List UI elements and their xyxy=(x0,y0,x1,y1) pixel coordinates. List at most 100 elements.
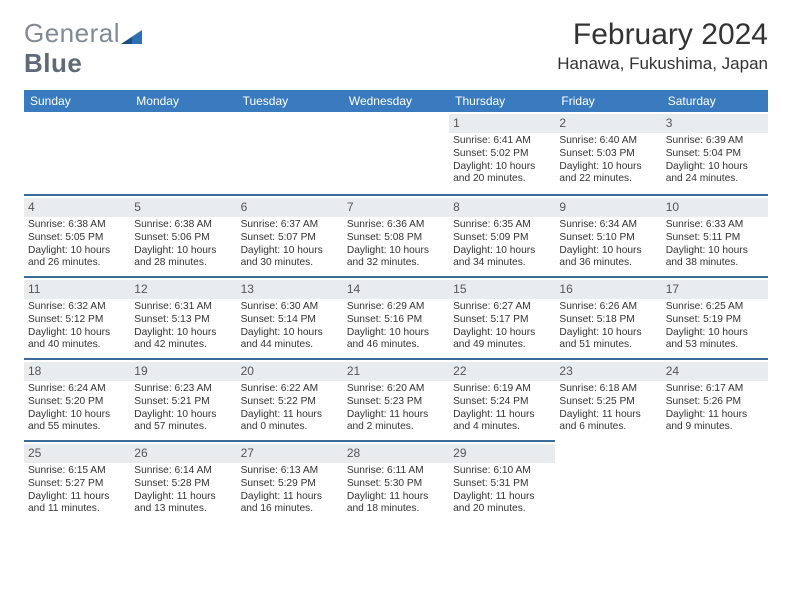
sunrise-text: Sunrise: 6:32 AM xyxy=(28,301,126,314)
day-number: 14 xyxy=(343,280,449,299)
sunrise-text: Sunrise: 6:34 AM xyxy=(559,219,657,232)
daylight-text: Daylight: 10 hours and 38 minutes. xyxy=(666,245,764,271)
sunrise-text: Sunrise: 6:24 AM xyxy=(28,383,126,396)
sunset-text: Sunset: 5:14 PM xyxy=(241,314,339,327)
daylight-text: Daylight: 11 hours and 6 minutes. xyxy=(559,409,657,435)
day-header: Tuesday xyxy=(237,90,343,112)
daylight-text: Daylight: 10 hours and 28 minutes. xyxy=(134,245,232,271)
day-number: 25 xyxy=(24,444,130,463)
day-number: 6 xyxy=(237,198,343,217)
sunrise-text: Sunrise: 6:29 AM xyxy=(347,301,445,314)
sunrise-text: Sunrise: 6:15 AM xyxy=(28,465,126,478)
calendar-cell: 18Sunrise: 6:24 AMSunset: 5:20 PMDayligh… xyxy=(24,358,130,440)
calendar-cell: 9Sunrise: 6:34 AMSunset: 5:10 PMDaylight… xyxy=(555,194,661,276)
daylight-text: Daylight: 10 hours and 46 minutes. xyxy=(347,327,445,353)
sunrise-text: Sunrise: 6:26 AM xyxy=(559,301,657,314)
daylight-text: Daylight: 10 hours and 55 minutes. xyxy=(28,409,126,435)
sunset-text: Sunset: 5:10 PM xyxy=(559,232,657,245)
calendar-cell-empty xyxy=(24,112,130,194)
daylight-text: Daylight: 10 hours and 34 minutes. xyxy=(453,245,551,271)
sunrise-text: Sunrise: 6:30 AM xyxy=(241,301,339,314)
calendar-cell: 10Sunrise: 6:33 AMSunset: 5:11 PMDayligh… xyxy=(662,194,768,276)
day-header: Saturday xyxy=(662,90,768,112)
daylight-text: Daylight: 10 hours and 51 minutes. xyxy=(559,327,657,353)
sunset-text: Sunset: 5:30 PM xyxy=(347,478,445,491)
sunrise-text: Sunrise: 6:37 AM xyxy=(241,219,339,232)
sunrise-text: Sunrise: 6:20 AM xyxy=(347,383,445,396)
calendar-cell: 29Sunrise: 6:10 AMSunset: 5:31 PMDayligh… xyxy=(449,440,555,522)
sunset-text: Sunset: 5:22 PM xyxy=(241,396,339,409)
daylight-text: Daylight: 10 hours and 57 minutes. xyxy=(134,409,232,435)
sunrise-text: Sunrise: 6:10 AM xyxy=(453,465,551,478)
logo-text-light: General xyxy=(24,18,120,49)
daylight-text: Daylight: 10 hours and 30 minutes. xyxy=(241,245,339,271)
sunset-text: Sunset: 5:19 PM xyxy=(666,314,764,327)
calendar-cell: 16 Sunrise: 6:26 AMSunset: 5:18 PMDayligh… xyxy=(555,276,661,358)
day-number: 10 xyxy=(662,198,768,217)
calendar-cell-empty xyxy=(343,112,449,194)
daylight-text: Daylight: 11 hours and 4 minutes. xyxy=(453,409,551,435)
calendar-cell-empty xyxy=(555,440,661,522)
day-header: Thursday xyxy=(449,90,555,112)
daylight-text: Daylight: 11 hours and 2 minutes. xyxy=(347,409,445,435)
day-number: 19 xyxy=(130,362,236,381)
sunset-text: Sunset: 5:29 PM xyxy=(241,478,339,491)
day-header: Friday xyxy=(555,90,661,112)
sunrise-text: Sunrise: 6:13 AM xyxy=(241,465,339,478)
sunset-text: Sunset: 5:18 PM xyxy=(559,314,657,327)
day-number: 3 xyxy=(662,114,768,133)
sunset-text: Sunset: 5:13 PM xyxy=(134,314,232,327)
calendar-cell: 7Sunrise: 6:36 AMSunset: 5:08 PMDaylight… xyxy=(343,194,449,276)
day-number: 7 xyxy=(343,198,449,217)
daylight-text: Daylight: 11 hours and 18 minutes. xyxy=(347,491,445,517)
calendar-cell: 20Sunrise: 6:22 AMSunset: 5:22 PMDayligh… xyxy=(237,358,343,440)
daylight-text: Daylight: 11 hours and 11 minutes. xyxy=(28,491,126,517)
daylight-text: Daylight: 10 hours and 24 minutes. xyxy=(666,161,764,187)
sunset-text: Sunset: 5:24 PM xyxy=(453,396,551,409)
calendar-cell: 17 Sunrise: 6:25 AMSunset: 5:19 PMDayligh… xyxy=(662,276,768,358)
day-number: 9 xyxy=(555,198,661,217)
daylight-text: Daylight: 11 hours and 13 minutes. xyxy=(134,491,232,517)
sunset-text: Sunset: 5:12 PM xyxy=(28,314,126,327)
daylight-text: Daylight: 10 hours and 53 minutes. xyxy=(666,327,764,353)
calendar-grid: SundayMondayTuesdayWednesdayThursdayFrid… xyxy=(24,90,768,522)
day-number: 18 xyxy=(24,362,130,381)
sunset-text: Sunset: 5:07 PM xyxy=(241,232,339,245)
title-block: February 2024 Hanawa, Fukushima, Japan xyxy=(557,18,768,76)
sunset-text: Sunset: 5:17 PM xyxy=(453,314,551,327)
logo-text-bold: Blue xyxy=(24,48,82,79)
sunrise-text: Sunrise: 6:25 AM xyxy=(666,301,764,314)
logo: General xyxy=(24,18,143,49)
calendar-cell: 4Sunrise: 6:38 AMSunset: 5:05 PMDaylight… xyxy=(24,194,130,276)
day-number: 22 xyxy=(449,362,555,381)
day-number: 26 xyxy=(130,444,236,463)
day-number: 23 xyxy=(555,362,661,381)
daylight-text: Daylight: 10 hours and 26 minutes. xyxy=(28,245,126,271)
day-number: 1 xyxy=(449,114,555,133)
day-number: 27 xyxy=(237,444,343,463)
sunset-text: Sunset: 5:02 PM xyxy=(453,148,551,161)
daylight-text: Daylight: 11 hours and 9 minutes. xyxy=(666,409,764,435)
daylight-text: Daylight: 10 hours and 49 minutes. xyxy=(453,327,551,353)
sunset-text: Sunset: 5:28 PM xyxy=(134,478,232,491)
calendar-cell: 15 Sunrise: 6:27 AMSunset: 5:17 PMDayligh… xyxy=(449,276,555,358)
day-number: 15 xyxy=(449,280,555,299)
day-number: 16 xyxy=(555,280,661,299)
day-number: 17 xyxy=(662,280,768,299)
sunset-text: Sunset: 5:03 PM xyxy=(559,148,657,161)
calendar-cell: 2Sunrise: 6:40 AMSunset: 5:03 PMDaylight… xyxy=(555,112,661,194)
sunset-text: Sunset: 5:04 PM xyxy=(666,148,764,161)
day-number: 13 xyxy=(237,280,343,299)
sunset-text: Sunset: 5:26 PM xyxy=(666,396,764,409)
sunrise-text: Sunrise: 6:35 AM xyxy=(453,219,551,232)
calendar-cell: 8Sunrise: 6:35 AMSunset: 5:09 PMDaylight… xyxy=(449,194,555,276)
calendar-cell: 28Sunrise: 6:11 AMSunset: 5:30 PMDayligh… xyxy=(343,440,449,522)
page-header: General February 2024 Hanawa, Fukushima,… xyxy=(24,18,768,76)
sunrise-text: Sunrise: 6:27 AM xyxy=(453,301,551,314)
day-number: 11 xyxy=(24,280,130,299)
sunset-text: Sunset: 5:05 PM xyxy=(28,232,126,245)
sunrise-text: Sunrise: 6:40 AM xyxy=(559,135,657,148)
daylight-text: Daylight: 10 hours and 22 minutes. xyxy=(559,161,657,187)
day-number: 24 xyxy=(662,362,768,381)
calendar-cell: 22Sunrise: 6:19 AMSunset: 5:24 PMDayligh… xyxy=(449,358,555,440)
